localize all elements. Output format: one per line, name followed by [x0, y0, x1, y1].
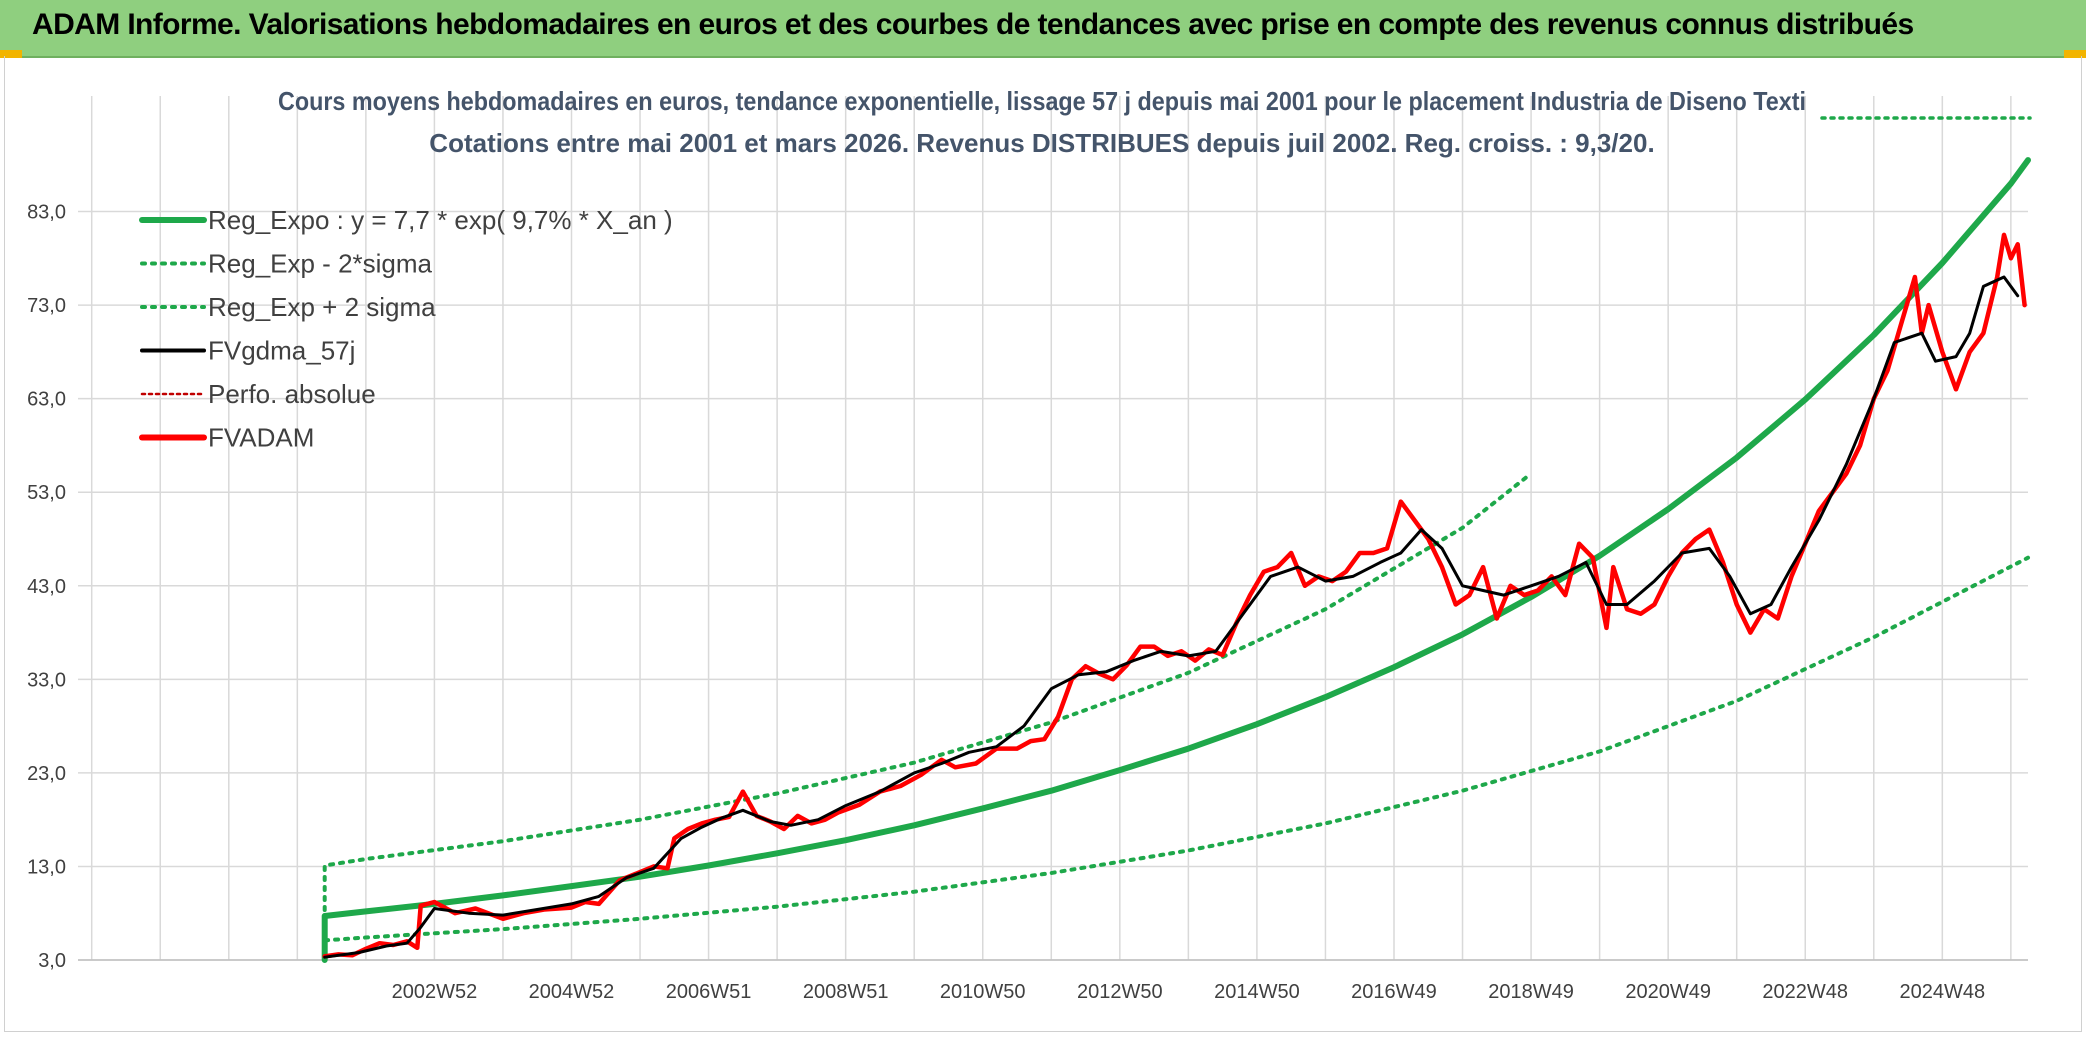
x-tick-label: 2008W51 — [803, 981, 889, 1003]
report-title: ADAM Informe. Valorisations hebdomadaire… — [32, 8, 1914, 41]
banner-corner-left — [0, 50, 22, 58]
chart-title: Cours moyens hebdomadaires en euros, ten… — [278, 86, 1806, 116]
legend-label: FVgdma_57j — [208, 336, 355, 366]
y-tick-label: 3,0 — [38, 950, 66, 972]
x-tick-label: 2018W49 — [1488, 981, 1574, 1003]
y-tick-label: 53,0 — [27, 482, 66, 504]
legend-label: Reg_Exp - 2*sigma — [208, 249, 433, 279]
series-group — [321, 157, 2031, 963]
x-tick-label: 2022W48 — [1762, 981, 1848, 1003]
y-tick-label: 73,0 — [27, 295, 66, 317]
x-tick-label: 2012W50 — [1077, 981, 1163, 1003]
y-tick-label: 13,0 — [27, 856, 66, 878]
legend-label: Perfo. absolue — [208, 379, 376, 409]
y-tick-label: 63,0 — [27, 389, 66, 411]
title-banner: ADAM Informe. Valorisations hebdomadaire… — [0, 0, 2086, 58]
chart-grid — [78, 96, 2028, 961]
reg-expo-line — [321, 157, 2031, 963]
x-tick-label: 2014W50 — [1214, 981, 1300, 1003]
y-axis-ticks: 3,0 13,0 23,0 33,0 43,0 53,0 63,0 73,0 83,0 — [27, 202, 66, 972]
x-tick-label: 2010W50 — [940, 981, 1026, 1003]
y-tick-label: 23,0 — [27, 763, 66, 785]
x-tick-label: 2002W52 — [392, 981, 478, 1003]
chart-subtitle: Cotations entre mai 2001 et mars 2026. R… — [429, 128, 1654, 158]
y-tick-label: 83,0 — [27, 202, 66, 224]
x-axis-ticks: 2002W52 2004W52 2006W51 2008W51 2010W50 2012W… — [392, 981, 1986, 1003]
y-tick-label: 43,0 — [27, 576, 66, 598]
chart-legend: Reg_Expo : y = 7,7 * exp( 9,7% * X_an ) R… — [139, 205, 673, 453]
fvadam-line — [322, 232, 2027, 959]
reg-exp-plus-2sigma-line — [322, 471, 1534, 962]
x-tick-label: 2024W48 — [1900, 981, 1986, 1003]
x-tick-label: 2020W49 — [1625, 981, 1711, 1003]
y-tick-label: 33,0 — [27, 669, 66, 691]
x-tick-label: 2006W51 — [666, 981, 752, 1003]
chart-frame — [4, 56, 2082, 1032]
x-tick-label: 2004W52 — [529, 981, 615, 1003]
legend-label: Reg_Expo : y = 7,7 * exp( 9,7% * X_an ) — [208, 205, 673, 235]
reg-exp-minus-2sigma-line — [322, 555, 2030, 962]
legend-label: Reg_Exp + 2 sigma — [208, 292, 436, 322]
banner-corner-right — [2064, 50, 2086, 58]
legend-label: FVADAM — [208, 423, 314, 453]
fvgdma-57j-line — [323, 275, 2020, 959]
x-tick-label: 2016W49 — [1351, 981, 1437, 1003]
